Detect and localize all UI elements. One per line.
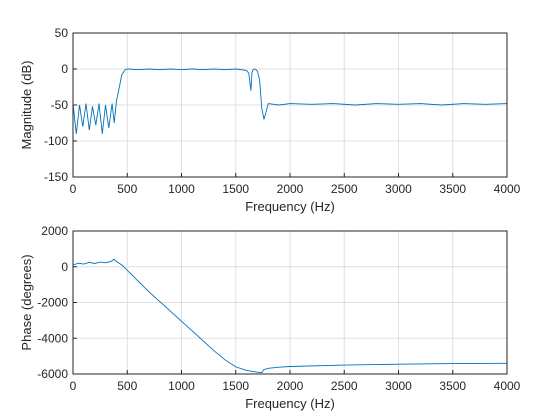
phase-x-axis-label: Frequency (Hz)	[245, 396, 335, 411]
phase-x-tick-label: 3500	[439, 379, 466, 393]
magnitude-x-tick-label: 3000	[385, 182, 412, 196]
magnitude-y-tick-label: -150	[44, 170, 68, 184]
magnitude-x-tick-label: 3500	[439, 182, 466, 196]
magnitude-y-tick-label: 0	[61, 62, 68, 76]
magnitude-trace	[72, 68, 508, 134]
magnitude-y-axis-label: Magnitude (dB)	[19, 61, 34, 150]
magnitude-x-tick-label: 2000	[277, 182, 304, 196]
magnitude-x-tick-label: 1500	[222, 182, 249, 196]
magnitude-axis-ticks: 0 500 1000 1500 2000 2500 3000 3500 4000-150-100…	[44, 26, 521, 196]
magnitude-x-tick-label: 1000	[168, 182, 195, 196]
phase-plot: 0 500 1000 1500 2000 2500 3000 3500 4000 -6000 -40…	[19, 224, 521, 411]
phase-y-tick-label: 2000	[41, 224, 68, 238]
magnitude-y-tick-label: 50	[55, 26, 69, 40]
phase-x-tick-label: 1000	[168, 379, 195, 393]
phase-y-tick-label: -6000	[37, 367, 68, 381]
magnitude-x-axis-label: Frequency (Hz)	[245, 199, 335, 214]
phase-y-tick-label: -2000	[37, 296, 68, 310]
magnitude-x-tick-label: 4000	[494, 182, 521, 196]
magnitude-x-tick-label: 2500	[331, 182, 358, 196]
phase-x-tick-label: 4000	[494, 379, 521, 393]
magnitude-plot: 0 500 1000 1500 2000 2500 3000 3500 4000-150-100…	[19, 26, 521, 214]
phase-x-tick-label: 2000	[277, 379, 304, 393]
magnitude-x-tick-label: 500	[117, 182, 137, 196]
phase-x-tick-label: 3000	[385, 379, 412, 393]
phase-trace	[72, 258, 508, 374]
phase-x-tick-label: 0	[70, 379, 77, 393]
phase-axis-ticks: 0 500 1000 1500 2000 2500 3000 3500 4000 -6000 -40…	[37, 224, 520, 393]
magnitude-x-tick-label: 0	[70, 182, 77, 196]
phase-y-tick-label: 0	[61, 260, 68, 274]
phase-x-tick-label: 2500	[331, 379, 358, 393]
phase-x-tick-label: 1500	[222, 379, 249, 393]
phase-y-axis-label: Phase (degrees)	[19, 254, 34, 350]
magnitude-y-tick-label: -50	[51, 98, 69, 112]
magnitude-y-tick-label: -100	[44, 134, 68, 148]
phase-x-tick-label: 500	[117, 379, 137, 393]
phase-y-tick-label: -4000	[37, 331, 68, 345]
